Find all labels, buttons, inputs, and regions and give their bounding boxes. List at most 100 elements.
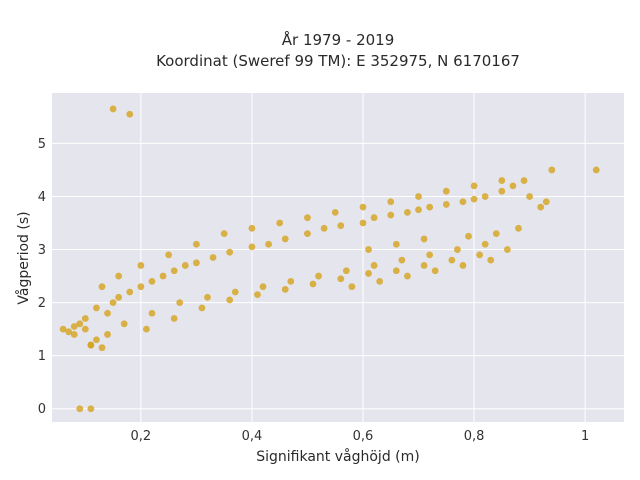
data-point <box>98 344 106 352</box>
data-point <box>59 325 67 333</box>
data-point <box>198 304 206 312</box>
data-point <box>231 288 239 296</box>
data-point <box>365 246 372 253</box>
data-point <box>126 110 134 118</box>
data-point <box>76 405 84 413</box>
data-point <box>93 304 100 312</box>
data-point <box>342 267 350 275</box>
data-point <box>476 251 484 259</box>
data-point <box>387 211 395 219</box>
x-tick-label: 0,2 <box>131 429 152 444</box>
data-point-layer <box>59 105 600 413</box>
data-point <box>398 256 406 264</box>
data-point <box>420 262 428 269</box>
x-tick-label: 0,6 <box>353 429 374 444</box>
data-point <box>459 198 467 206</box>
data-point <box>459 262 467 269</box>
data-point <box>592 166 600 174</box>
data-point <box>492 230 500 238</box>
data-point <box>331 208 339 216</box>
data-point <box>498 187 506 195</box>
chart-title-line-2: Koordinat (Sweref 99 TM): E 352975, N 61… <box>156 52 520 70</box>
data-point <box>431 267 439 275</box>
y-tick-label: 1 <box>38 349 46 364</box>
data-point <box>104 331 111 338</box>
y-axis-title: Vågperiod (s) <box>15 211 32 304</box>
data-point <box>426 251 434 259</box>
data-point <box>304 230 311 238</box>
data-point <box>453 246 461 253</box>
data-point <box>109 299 117 307</box>
data-point <box>415 206 422 214</box>
data-point <box>126 288 134 296</box>
data-point <box>387 198 395 206</box>
data-point <box>137 262 145 269</box>
data-point <box>404 208 411 216</box>
data-point <box>465 232 472 240</box>
data-point <box>220 230 228 238</box>
data-point <box>87 405 95 413</box>
x-axis-title: Signifikant våghöjd (m) <box>256 448 419 465</box>
y-tick-label: 4 <box>38 190 46 205</box>
data-point <box>365 270 372 277</box>
data-point <box>498 177 506 184</box>
data-point <box>526 193 533 200</box>
plot-background <box>52 93 624 422</box>
data-point <box>309 280 317 288</box>
data-point <box>115 293 123 301</box>
data-point <box>165 251 173 259</box>
data-point <box>181 262 189 269</box>
data-point <box>192 259 200 267</box>
data-point <box>137 283 145 291</box>
data-point <box>170 315 178 322</box>
data-point <box>76 320 84 328</box>
data-point <box>176 299 184 307</box>
data-point <box>420 235 428 243</box>
data-point <box>448 256 456 264</box>
chart-title-line-1: År 1979 - 2019 <box>282 30 395 49</box>
y-tick-label: 3 <box>38 243 46 258</box>
x-tick-label: 1 <box>581 429 589 444</box>
data-point <box>520 177 528 184</box>
data-point <box>65 328 73 336</box>
data-point <box>70 331 78 338</box>
data-point <box>470 182 478 190</box>
x-tick-label: 0,4 <box>242 429 263 444</box>
data-point <box>148 277 156 285</box>
data-point <box>370 262 378 269</box>
tick-label-layer: 0,2 0,4 0,6 0,8 1 0 1 2 3 4 5 <box>38 137 590 444</box>
data-point <box>159 272 167 280</box>
data-point <box>515 224 522 232</box>
data-point <box>415 193 422 200</box>
data-point <box>192 240 200 248</box>
data-point <box>442 187 450 195</box>
data-point <box>109 105 117 113</box>
y-tick-label: 2 <box>38 296 46 311</box>
data-point <box>281 235 289 243</box>
data-point <box>98 283 106 291</box>
data-point <box>315 272 322 280</box>
data-point <box>404 272 411 280</box>
data-point <box>248 243 256 251</box>
data-point <box>81 325 89 333</box>
data-point <box>87 341 95 349</box>
data-point <box>481 193 489 200</box>
data-point <box>204 293 211 301</box>
data-point <box>93 336 100 344</box>
data-point <box>115 272 123 280</box>
data-point <box>392 240 400 248</box>
data-point <box>426 203 434 211</box>
data-point <box>170 267 178 275</box>
data-point <box>281 285 289 293</box>
data-point <box>143 325 150 333</box>
data-point <box>537 203 545 211</box>
y-tick-label: 0 <box>38 402 46 417</box>
data-point <box>503 246 511 253</box>
data-point <box>265 240 272 248</box>
data-point <box>509 182 517 190</box>
data-point <box>359 219 367 227</box>
data-point <box>348 283 356 291</box>
x-tick-label: 0,8 <box>464 429 485 444</box>
